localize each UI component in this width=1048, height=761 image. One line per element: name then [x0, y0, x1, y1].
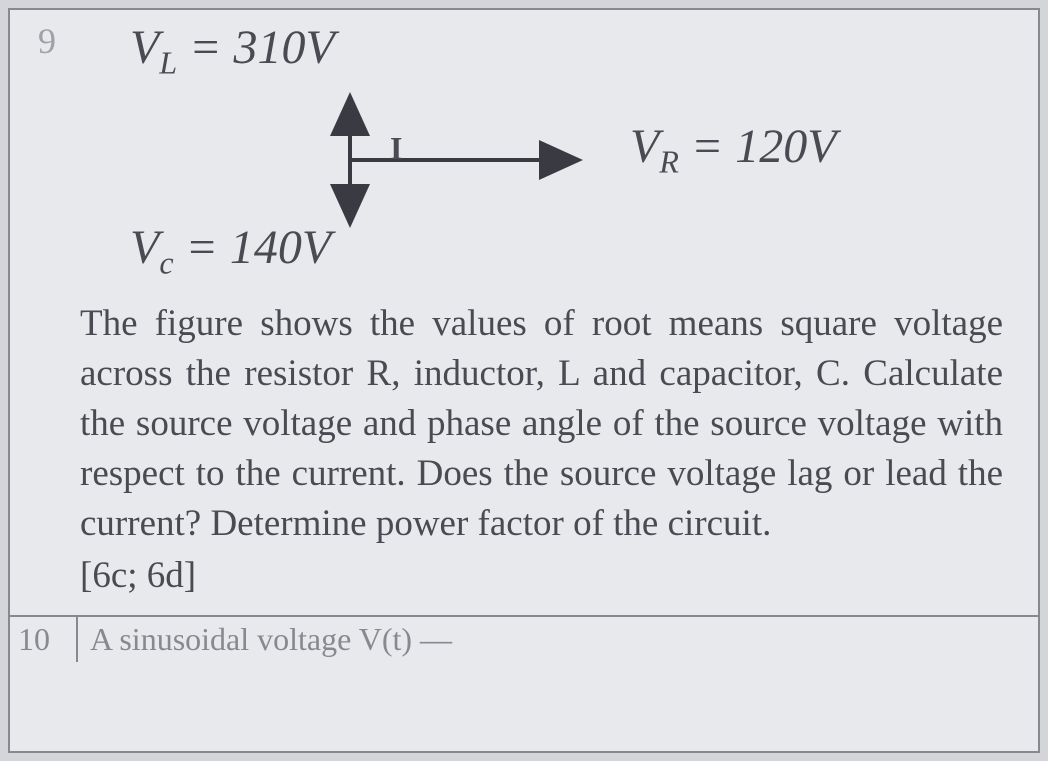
current-label: I: [390, 130, 402, 167]
vl-symbol: V: [130, 21, 159, 74]
vr-symbol: V: [630, 120, 659, 173]
phasor-arrows: [310, 90, 590, 230]
question-reference: [6c; 6d]: [80, 554, 988, 597]
vc-subscript: c: [159, 244, 173, 280]
question-content: VL = 310V I VR = 120V Vc = 140V The figu: [10, 10, 1038, 607]
question-cell: 9 VL = 310V I VR = 120V Vc = 140V: [8, 8, 1040, 753]
vl-subscript: L: [159, 45, 177, 81]
next-question-fragment: A sinusoidal voltage V(t) —: [78, 617, 1038, 662]
question-body-text: The figure shows the values of root mean…: [80, 299, 1003, 549]
vr-value: = 120V: [679, 120, 837, 173]
question-number: 9: [38, 20, 56, 62]
next-row: 10 A sinusoidal voltage V(t) —: [10, 615, 1038, 662]
vl-value: = 310V: [177, 21, 335, 74]
vc-value: = 140V: [174, 221, 332, 274]
phasor-diagram-row: I VR = 120V: [310, 90, 988, 230]
formula-vr: VR = 120V: [630, 119, 837, 181]
next-question-number: 10: [10, 617, 78, 662]
vr-subscript: R: [659, 143, 679, 179]
vc-symbol: V: [130, 221, 159, 274]
formula-vl: VL = 310V: [130, 20, 988, 82]
